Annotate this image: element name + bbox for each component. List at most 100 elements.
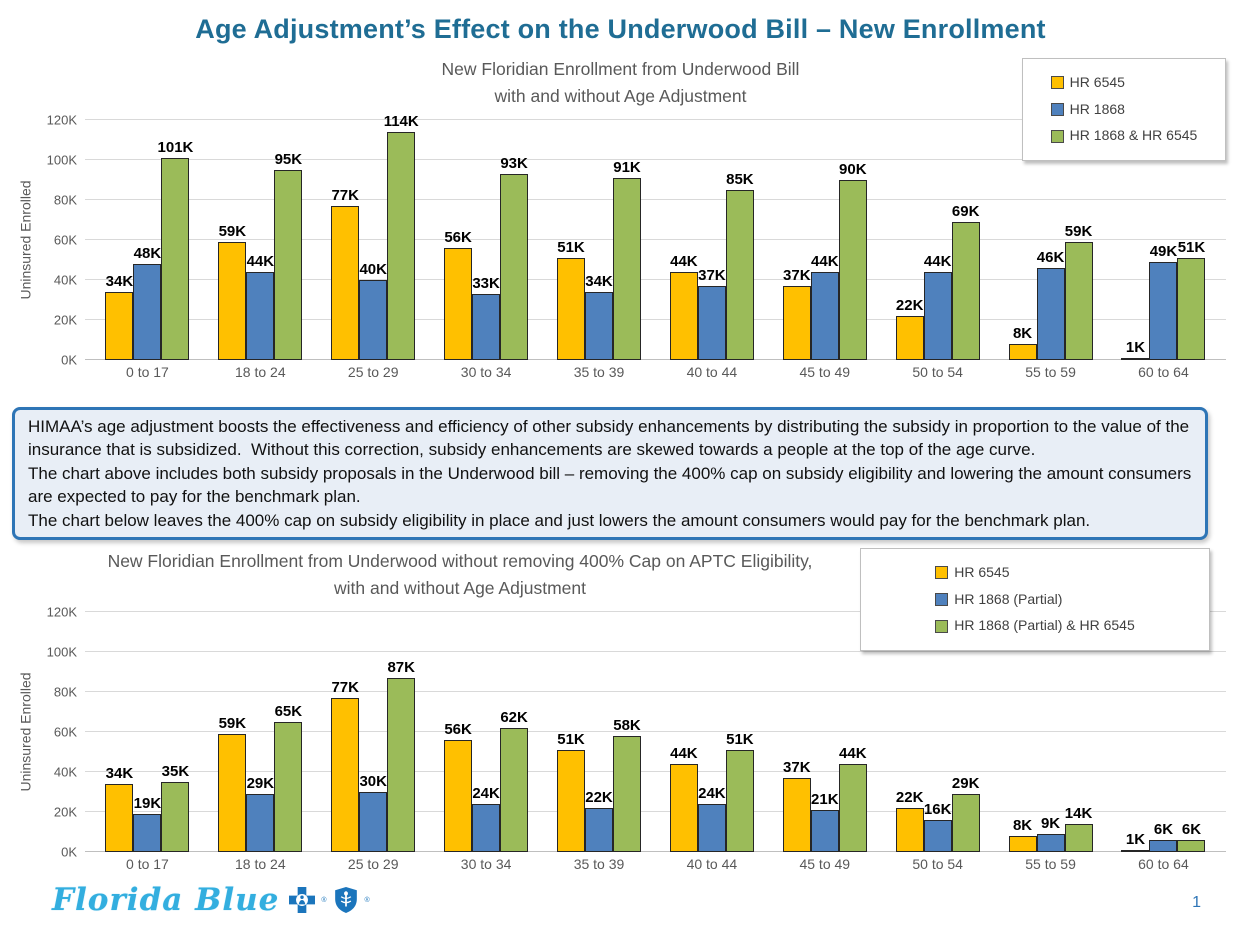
- y-tick-label: 100K: [46, 152, 77, 168]
- legend-item: HR 6545: [1050, 72, 1198, 94]
- bar-value-label: 87K: [387, 659, 415, 676]
- bar-group: 34K 19K 35K 0 to 17: [105, 612, 190, 876]
- bar-value-label: 6K: [1181, 821, 1202, 838]
- y-tick-label: 40K: [53, 764, 77, 780]
- legend-item: HR 1868: [1050, 99, 1198, 121]
- bar-value-label: 77K: [331, 187, 359, 204]
- bar-cluster: 34K 48K 101K: [105, 120, 193, 360]
- bar: 22K: [895, 789, 924, 852]
- bar: 56K: [444, 721, 473, 852]
- bar: 16K: [923, 801, 952, 852]
- blue-shield-icon: [334, 887, 357, 913]
- bar: 46K: [1036, 249, 1065, 360]
- bar-value-label: 91K: [613, 159, 641, 176]
- bar: 65K: [274, 703, 303, 852]
- gridline: [85, 611, 1226, 612]
- bar-value-label: 62K: [500, 709, 528, 726]
- bar: 69K: [951, 203, 980, 360]
- bar: 51K: [725, 731, 754, 852]
- y-tick-label: 80K: [53, 192, 77, 208]
- gridline: [85, 771, 1226, 772]
- bar: 22K: [895, 297, 924, 360]
- bar-value-label: 59K: [218, 715, 247, 732]
- bar: 37K: [782, 267, 811, 360]
- bar: 48K: [133, 245, 162, 360]
- bar-group: 51K 34K 91K 35 to 39: [557, 120, 641, 384]
- bar: 59K: [1064, 223, 1093, 360]
- bar-value-label: 44K: [923, 253, 952, 270]
- x-category-label: 40 to 44: [686, 856, 738, 872]
- bar-group: 77K 40K 114K 25 to 29: [331, 113, 419, 384]
- bar: 85K: [725, 171, 754, 360]
- bar-value-label: 51K: [726, 731, 754, 748]
- bar-value-label: 51K: [557, 239, 585, 256]
- bar: 1K: [1121, 831, 1150, 852]
- chart-body: Uninsured Enrolled 0K 20K 40K 60K 80K 100K 120…: [15, 605, 1226, 876]
- bar-cluster: 51K 22K 58K: [557, 612, 641, 852]
- blue-cross-icon: [289, 887, 316, 913]
- y-tick-label: 120K: [46, 112, 77, 128]
- bar-value-label: 85K: [726, 171, 754, 188]
- bottom-chart: New Floridian Enrollment from Underwood …: [15, 548, 1226, 888]
- bar-group: 56K 33K 93K 30 to 34: [444, 120, 529, 384]
- bar-value-label: 21K: [811, 791, 839, 808]
- legend-label: HR 1868 & HR 6545: [1069, 127, 1198, 144]
- bar: 8K: [1008, 817, 1037, 852]
- bar-value-label: 59K: [218, 223, 247, 240]
- bar-value-label: 22K: [895, 297, 924, 314]
- chart-body: Uninsured Enrolled 0K 20K 40K 60K 80K 100K 120…: [15, 113, 1226, 384]
- chart-legend: HR 6545 HR 1868 HR 1868 & HR 6545: [1022, 58, 1226, 162]
- bar: 91K: [613, 159, 641, 360]
- x-category-label: 50 to 54: [912, 364, 963, 380]
- gridline: [85, 691, 1226, 692]
- bar-group: 59K 29K 65K 18 to 24: [218, 612, 303, 876]
- bar-value-label: 8K: [1012, 817, 1033, 834]
- gridline: [85, 851, 1226, 852]
- x-category-label: 18 to 24: [235, 856, 286, 872]
- bar-cluster: 51K 34K 91K: [557, 120, 641, 360]
- bar-value-label: 6K: [1153, 821, 1174, 838]
- y-tick-label: 120K: [46, 604, 77, 620]
- bar-group: 44K 24K 51K 40 to 44: [669, 612, 754, 876]
- bar: 101K: [158, 139, 193, 360]
- x-category-label: 30 to 34: [460, 364, 512, 380]
- x-category-label: 0 to 17: [126, 856, 169, 872]
- bar: 93K: [500, 155, 529, 360]
- note-line: The chart below leaves the 400% cap on s…: [28, 510, 1091, 530]
- chart-title: New Floridian Enrollment from Underwood …: [45, 548, 875, 602]
- legend-label: HR 1868 (Partial): [954, 590, 1063, 607]
- bar-group: 22K 16K 29K 50 to 54: [895, 612, 980, 876]
- bar-cluster: 44K 37K 85K: [669, 120, 754, 360]
- bar: 44K: [838, 745, 867, 852]
- bar: 44K: [669, 745, 698, 852]
- x-category-label: 50 to 54: [912, 856, 963, 872]
- legend-item: HR 1868 & HR 6545: [1050, 125, 1198, 147]
- bar-value-label: 29K: [951, 775, 980, 792]
- bar-cluster: 56K 24K 62K: [444, 612, 529, 852]
- legend-items: HR 6545 HR 1868 (Partial) HR 1868 (Partial…: [935, 562, 1135, 637]
- y-tick-label: 80K: [53, 684, 77, 700]
- bar-group: 1K 49K 51K 60 to 64: [1121, 120, 1206, 384]
- gridline: [85, 651, 1226, 652]
- bar-value-label: 1K: [1125, 830, 1146, 848]
- plot-area: 34K 48K 101K 0 to 17 59K 44K 95K 18 to 24 77K 40K…: [85, 113, 1226, 384]
- registered-mark: ®: [321, 896, 327, 904]
- bar: 44K: [669, 253, 698, 360]
- legend-label: HR 1868: [1069, 100, 1125, 117]
- bar: 34K: [105, 273, 134, 360]
- top-chart: New Floridian Enrollment from Underwood …: [15, 56, 1226, 396]
- logo-icons: ® ®: [289, 887, 370, 913]
- x-category-label: 30 to 34: [460, 856, 512, 872]
- bar: 19K: [133, 795, 162, 852]
- gridline: [85, 279, 1226, 280]
- bar-cluster: 34K 19K 35K: [105, 612, 190, 852]
- bar-value-label: 44K: [670, 253, 698, 270]
- y-tick-label: 0K: [61, 352, 77, 368]
- bar-cluster: 37K 21K 44K: [782, 612, 867, 852]
- chart-title-line: with and without Age Adjustment: [494, 86, 747, 106]
- legend-label: HR 6545: [954, 564, 1010, 580]
- bar-cluster: 1K 49K 51K: [1121, 120, 1206, 360]
- y-tick-label: 20K: [53, 804, 77, 820]
- bar-value-label: 35K: [161, 763, 190, 780]
